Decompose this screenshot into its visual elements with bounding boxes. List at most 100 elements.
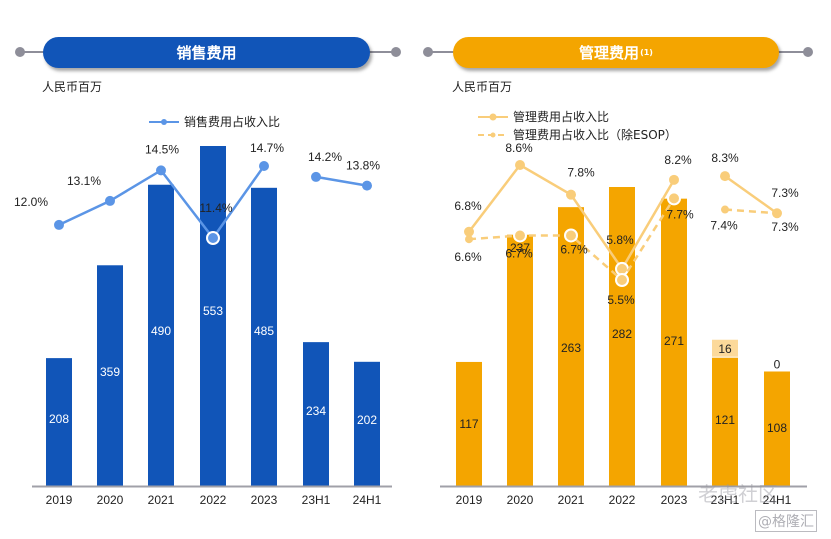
ratio-point-marker [720, 171, 730, 182]
sales-expense-chart: 208 2019 359 2020 490 2021 553 2022 485 2023 234 23… [14, 141, 392, 507]
bar-2023 [251, 187, 277, 486]
ratio-value-label: 14.2% [308, 150, 342, 164]
bar-2020 [97, 265, 123, 486]
ratio-value-label: 12.0% [14, 195, 48, 209]
bar-2023 [661, 198, 687, 486]
legend-dashed-marker-icon [478, 132, 508, 137]
x-tick-label: 23H1 [711, 493, 740, 507]
ratio-point-marker [773, 209, 781, 218]
watermark-text: 老虎社区 [698, 482, 778, 506]
x-tick-label: 2022 [609, 493, 636, 507]
ratio-value-label: 6.7% [560, 242, 588, 256]
bar-value-label: 117 [459, 417, 478, 431]
ratio-value-label: 13.1% [67, 174, 101, 188]
ratio-value-label: 14.5% [145, 142, 179, 156]
bar-value-label: 121 [715, 413, 735, 427]
ratio-point-marker [564, 228, 578, 243]
header-right-dot [391, 47, 401, 57]
ratio-point-marker [259, 161, 269, 171]
ratio-value-label: 6.8% [454, 199, 482, 213]
bar-2022 [609, 187, 635, 486]
ratio-value-label: 7.8% [567, 166, 595, 180]
ratio-value-label: 13.8% [346, 159, 380, 173]
bar-value-label: 108 [767, 421, 787, 435]
panel-title: 销售费用 [176, 44, 237, 62]
legend-label: 销售费用占收入比 [184, 115, 281, 129]
bar-esop-value-label: 16 [718, 342, 732, 356]
x-tick-label: 23H1 [302, 493, 331, 507]
bar-value-label: 263 [561, 341, 581, 355]
bar-value-label: 237 [510, 241, 530, 255]
ratio-value-label: 5.8% [606, 233, 634, 247]
bar-2022 [200, 146, 226, 486]
header-right-dot [803, 47, 813, 57]
ratio-point-marker [566, 189, 576, 200]
bar-value-label: 553 [203, 304, 223, 318]
legend-item-sales-ratio: 销售费用占收入比 [148, 113, 280, 130]
footnote-marker: (1) [640, 48, 653, 57]
admin-expense-chart: 117 2019 237 2020 263 2021 282 2022 271 2023 16 121… [440, 141, 807, 507]
ratio-point-marker [513, 228, 527, 243]
ratio-value-label: 7.7% [666, 207, 694, 221]
ratio-point-marker [721, 205, 729, 214]
ratio-point-marker [311, 171, 321, 182]
admin-expense-panel: 管理费用 (1) 人民币百万 管理费用占收入比 管理费用占收入比（除ESOP） 1… [415, 0, 831, 539]
ratio-point-marker [464, 226, 474, 237]
ratio-line-segment [724, 175, 778, 215]
ratio-value-label: 8.3% [711, 151, 739, 165]
ratio-value-label: 7.3% [771, 220, 799, 234]
ratio-value-label: 8.6% [505, 141, 533, 155]
watermark-source: @格隆汇 [755, 510, 817, 532]
x-tick-label: 2020 [97, 493, 124, 507]
bar-2021 [148, 184, 174, 486]
bar-esop-value-label: 0 [774, 357, 781, 371]
x-tick-label: 2022 [200, 493, 227, 507]
ratio-value-label: 6.7% [505, 246, 533, 260]
ratio-point-marker [206, 231, 220, 245]
x-tick-label: 2019 [456, 493, 483, 507]
unit-label: 人民币百万 [42, 80, 103, 94]
x-tick-label: 24H1 [353, 493, 382, 507]
bar-value-label: 282 [612, 327, 632, 341]
ratio-point-marker [615, 273, 629, 287]
ratio-point-marker [667, 191, 681, 206]
x-tick-label: 2023 [251, 493, 278, 507]
x-tick-label: 2021 [148, 493, 175, 507]
x-tick-label: 2023 [661, 493, 688, 507]
legend-label: 管理费用占收入比 [513, 110, 610, 124]
panel-title: 管理费用 [579, 44, 640, 62]
bar-2020 [507, 234, 533, 486]
bar-value-label: 359 [100, 365, 120, 379]
bar-value-label: 208 [49, 412, 69, 426]
bar-value-label: 485 [254, 324, 274, 338]
panel-title-pill: 销售费用 [43, 37, 370, 68]
ratio-line-segment [724, 208, 778, 215]
sales-expense-panel: 销售费用 人民币百万 销售费用占收入比 208 2019 359 2020 490 202… [0, 0, 415, 539]
ratio-value-label: 11.4% [199, 201, 232, 215]
x-tick-label: 2020 [507, 493, 534, 507]
ratio-line-segment [315, 175, 368, 187]
bar-24H1 [764, 371, 790, 486]
x-tick-label: 24H1 [763, 493, 792, 507]
bar-23H1 [303, 342, 329, 486]
ratio-value-label: 6.6% [454, 250, 482, 264]
ratio-point-marker [465, 235, 473, 244]
x-tick-label: 2021 [558, 493, 585, 507]
bar-24H1 [354, 361, 380, 486]
bar-value-label: 490 [151, 324, 171, 338]
ratio-value-label: 14.7% [250, 141, 284, 155]
ratio-point-marker [362, 180, 372, 191]
bar-esop-23H1 [712, 339, 738, 357]
ratio-value-label: 7.3% [771, 186, 799, 200]
legend-item-admin-ratio: 管理费用占收入比 [477, 108, 609, 125]
ratio-point-marker [54, 219, 64, 230]
ratio-value-label: 5.5% [607, 293, 635, 307]
ratio-point-marker [515, 160, 525, 170]
bar-value-label: 234 [306, 404, 326, 418]
bar-2019 [46, 358, 72, 486]
bar-value-label: 271 [664, 334, 684, 348]
bar-value-label: 202 [357, 413, 377, 427]
legend-line-marker-icon [149, 118, 179, 125]
ratio-point-marker [105, 195, 115, 206]
bar-2019 [456, 361, 482, 486]
